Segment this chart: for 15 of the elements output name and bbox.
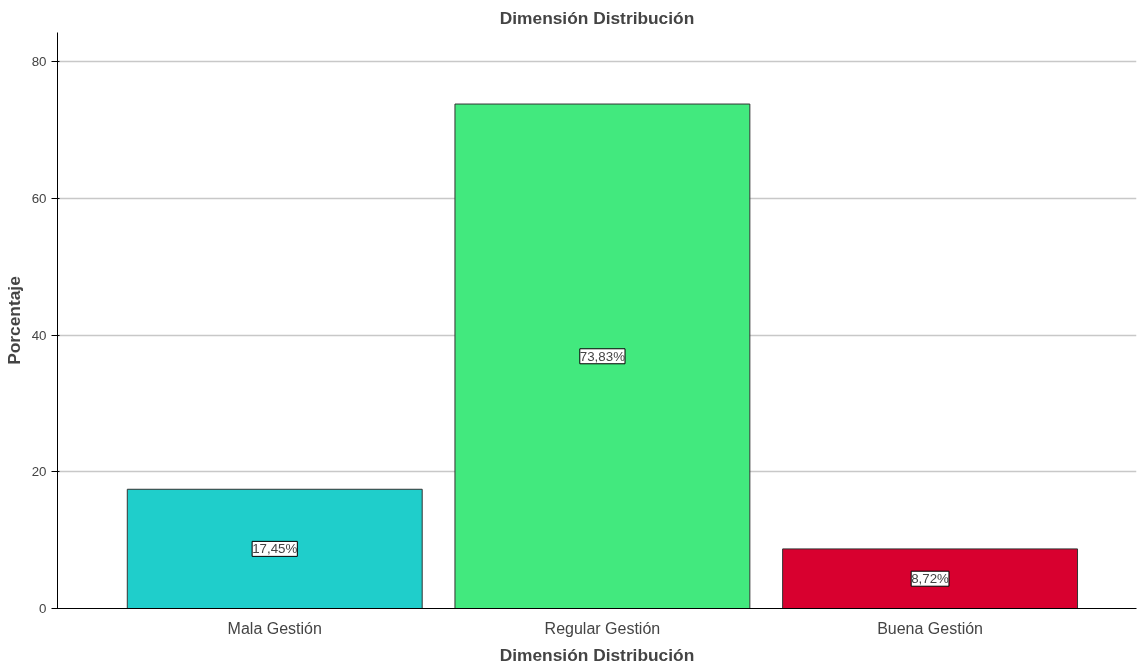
y-tick-label: 0 [39,601,47,616]
y-tick-label: 80 [31,54,47,70]
x-axis-title: Dimensión Distribución [499,644,695,665]
y-tick-label: 60 [31,191,47,207]
y-tick-label: 40 [31,327,47,343]
y-tick-label: 20 [31,464,47,480]
x-tick-label: Regular Gestión [544,619,661,637]
chart-title: Dimensión Distribución [499,7,695,28]
x-tick-label: Mala Gestión [227,619,322,637]
data-label: 17,45% [252,541,298,557]
bar [126,488,423,609]
bar [782,548,1079,609]
x-tick-label: Buena Gestión [877,619,983,637]
y-axis-title: Porcentaje [3,275,24,365]
bar [454,103,751,609]
